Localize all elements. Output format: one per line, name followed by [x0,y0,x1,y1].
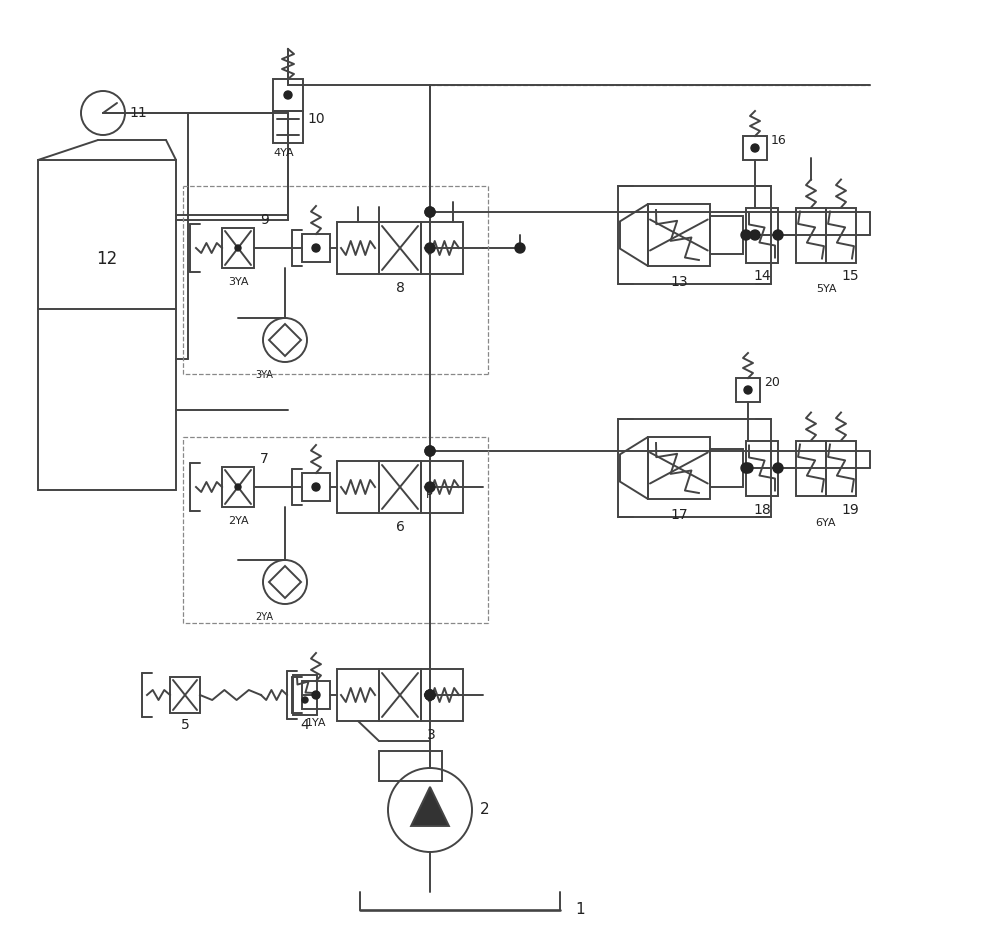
Bar [796,440,826,495]
Bar [743,136,767,160]
Circle shape [741,230,751,240]
Bar [421,222,463,274]
Circle shape [750,230,760,240]
Circle shape [284,91,292,99]
Circle shape [235,245,241,251]
Bar [421,669,463,721]
Bar [379,461,421,513]
Text: 6: 6 [396,520,404,534]
Circle shape [425,207,435,217]
Text: 10: 10 [307,112,325,126]
Text: 11: 11 [129,106,147,120]
Circle shape [235,484,241,490]
Circle shape [425,482,435,492]
Circle shape [741,463,751,473]
Circle shape [743,463,753,473]
Circle shape [744,386,752,394]
Circle shape [425,690,435,700]
Text: 5YA: 5YA [816,285,836,294]
Circle shape [312,483,320,491]
Text: 20: 20 [764,376,780,388]
Text: 12: 12 [96,250,118,268]
Bar [302,681,330,709]
Bar [648,204,710,266]
Text: 18: 18 [753,503,771,516]
Circle shape [312,691,320,699]
Circle shape [302,697,308,703]
Bar [648,437,710,499]
Text: 19: 19 [841,503,859,516]
Text: 5: 5 [181,718,189,732]
Bar [826,440,856,495]
Bar [273,79,303,111]
Polygon shape [411,787,449,826]
Text: 15: 15 [841,270,859,284]
Circle shape [312,244,320,252]
Bar [379,222,421,274]
Text: 1YA: 1YA [306,718,326,728]
Circle shape [773,463,783,473]
Text: 13: 13 [671,275,688,289]
Text: 4: 4 [301,718,309,732]
Text: 4YA: 4YA [274,148,294,158]
Text: 2YA: 2YA [228,516,248,526]
Text: 17: 17 [671,508,688,522]
Circle shape [751,144,759,152]
Circle shape [425,243,435,253]
Bar [337,669,379,721]
Bar [746,440,778,495]
Bar [710,216,743,253]
Circle shape [773,230,783,240]
Bar [337,222,379,274]
Circle shape [425,446,435,456]
Bar [710,450,743,487]
Text: 3YA: 3YA [228,277,248,287]
Circle shape [425,690,435,700]
Text: 3: 3 [427,728,436,742]
Text: 9: 9 [260,213,269,227]
Text: 1: 1 [575,902,585,918]
Bar [379,751,442,781]
Bar [222,228,254,268]
Bar [379,669,421,721]
Text: 7: 7 [260,452,269,466]
Text: 14: 14 [753,270,771,284]
Circle shape [425,207,435,217]
Text: 6YA: 6YA [816,517,836,528]
Circle shape [515,243,525,253]
Bar [273,111,303,143]
Text: 3YA: 3YA [255,370,273,380]
Text: P: P [426,490,433,500]
Circle shape [425,690,435,700]
Bar [222,467,254,507]
Bar [746,208,778,263]
Text: 16: 16 [771,134,787,146]
Bar [170,677,200,713]
Circle shape [425,446,435,456]
Text: 2: 2 [480,803,490,817]
Bar [796,208,826,263]
Bar [337,461,379,513]
Bar [38,160,176,490]
Text: 8: 8 [396,281,404,295]
Bar [736,378,760,402]
Bar [293,675,317,715]
Bar [421,461,463,513]
Bar [302,473,330,501]
Bar [826,208,856,263]
Text: 2YA: 2YA [255,612,273,622]
Bar [302,234,330,262]
